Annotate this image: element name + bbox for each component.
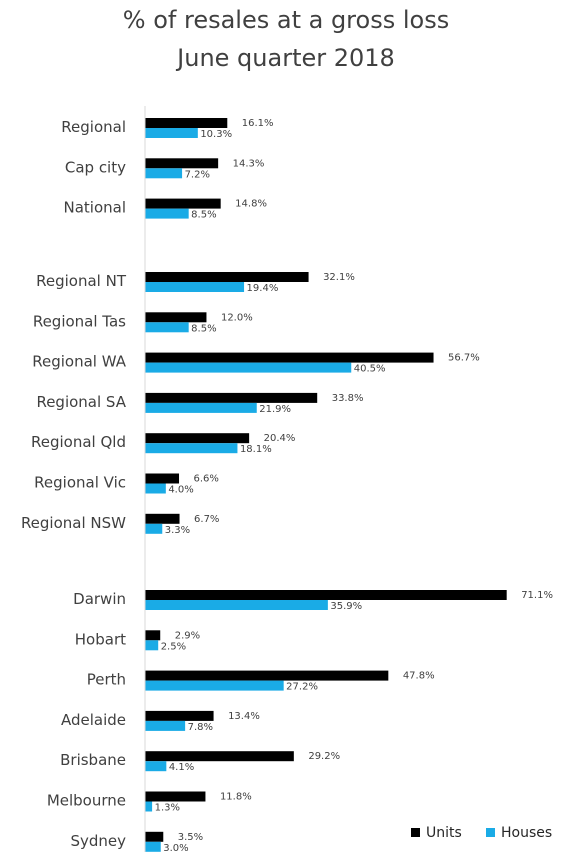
- chart-subtitle: June quarter 2018: [177, 44, 395, 72]
- category-label-national: National: [63, 199, 126, 217]
- legend-label-houses: Houses: [501, 825, 552, 841]
- category-label-regional-nsw: Regional NSW: [21, 514, 126, 532]
- bar-houses-cap-city: [145, 168, 183, 179]
- data-label-units-adelaide: 13.4%: [228, 711, 260, 722]
- bar-units-regional-tas: [145, 312, 207, 323]
- category-label-regional-tas: Regional Tas: [33, 312, 126, 330]
- data-label-units-hobart: 2.9%: [175, 630, 200, 641]
- bar-houses-adelaide: [145, 720, 186, 731]
- bar-units-regional-vic: [145, 473, 180, 484]
- data-label-units-melbourne: 11.8%: [220, 792, 252, 803]
- legend-swatch-houses: [486, 828, 495, 837]
- chart-title: % of resales at a gross loss: [122, 6, 450, 34]
- bar-houses-regional-nsw: [145, 523, 163, 534]
- bar-units-regional-sa: [145, 392, 318, 403]
- data-label-houses-regional-nsw: 3.3%: [165, 525, 190, 536]
- bar-houses-regional-qld: [145, 443, 238, 454]
- data-label-houses-brisbane: 4.1%: [169, 762, 194, 773]
- bar-units-national: [145, 198, 221, 209]
- bar-houses-regional-nt: [145, 282, 245, 292]
- bar-units-regional: [145, 118, 228, 128]
- data-label-units-regional-vic: 6.6%: [194, 474, 219, 485]
- category-label-brisbane: Brisbane: [60, 751, 126, 769]
- bar-houses-perth: [145, 680, 284, 691]
- category-label-perth: Perth: [87, 671, 126, 689]
- data-label-houses-adelaide: 7.8%: [188, 722, 213, 733]
- data-label-houses-regional-sa: 21.9%: [259, 404, 291, 415]
- bar-units-sydney: [145, 831, 164, 842]
- data-label-units-perth: 47.8%: [403, 671, 435, 682]
- data-label-houses-perth: 27.2%: [286, 682, 318, 693]
- data-label-units-regional-wa: 56.7%: [448, 353, 480, 364]
- category-label-cap-city: Cap city: [65, 158, 126, 176]
- bar-houses-regional-tas: [145, 322, 189, 333]
- category-label-regional-qld: Regional Qld: [31, 433, 126, 451]
- bar-units-hobart: [145, 630, 161, 641]
- data-label-houses-melbourne: 1.3%: [155, 803, 180, 814]
- bar-units-adelaide: [145, 710, 214, 721]
- category-label-regional-vic: Regional Vic: [34, 474, 126, 492]
- data-label-houses-hobart: 2.5%: [161, 641, 186, 652]
- bar-houses-darwin: [145, 600, 328, 610]
- data-label-units-cap-city: 14.3%: [233, 158, 265, 169]
- bar-units-regional-nsw: [145, 513, 180, 524]
- bar-houses-sydney: [145, 841, 161, 852]
- data-label-houses-darwin: 35.9%: [330, 601, 362, 612]
- category-label-regional-wa: Regional WA: [32, 353, 126, 371]
- data-label-houses-national: 8.5%: [191, 210, 216, 221]
- data-label-houses-regional-nt: 19.4%: [247, 283, 279, 294]
- data-label-houses-regional: 10.3%: [200, 129, 232, 140]
- category-label-darwin: Darwin: [73, 590, 126, 608]
- bar-units-regional-wa: [145, 352, 434, 363]
- category-label-sydney: Sydney: [70, 832, 126, 850]
- data-label-units-regional-nsw: 6.7%: [194, 514, 219, 525]
- bar-units-darwin: [145, 590, 507, 600]
- bar-units-brisbane: [145, 751, 294, 762]
- bar-houses-melbourne: [145, 801, 153, 812]
- legend-label-units: Units: [426, 825, 462, 841]
- data-label-houses-regional-tas: 8.5%: [191, 323, 216, 334]
- bar-houses-national: [145, 208, 189, 219]
- data-label-units-brisbane: 29.2%: [308, 751, 340, 762]
- bar-houses-regional: [145, 128, 198, 138]
- data-label-houses-cap-city: 7.2%: [185, 169, 210, 180]
- bar-units-cap-city: [145, 158, 219, 169]
- data-label-units-regional-sa: 33.8%: [332, 393, 364, 404]
- legend-swatch-units: [411, 828, 420, 837]
- category-label-regional-nt: Regional NT: [36, 272, 127, 290]
- data-label-houses-sydney: 3.0%: [163, 843, 188, 854]
- data-label-houses-regional-vic: 4.0%: [168, 485, 193, 496]
- data-label-units-regional: 16.1%: [242, 118, 274, 129]
- data-label-units-regional-nt: 32.1%: [323, 272, 355, 283]
- data-label-units-sydney: 3.5%: [178, 832, 203, 843]
- bar-units-regional-nt: [145, 272, 309, 282]
- bar-houses-regional-wa: [145, 362, 352, 373]
- data-label-units-darwin: 71.1%: [521, 590, 553, 601]
- category-label-adelaide: Adelaide: [61, 711, 126, 729]
- category-label-regional: Regional: [61, 118, 126, 136]
- data-label-units-regional-qld: 20.4%: [264, 433, 296, 444]
- bar-units-perth: [145, 670, 389, 681]
- data-label-houses-regional-wa: 40.5%: [354, 364, 386, 375]
- data-label-units-regional-tas: 12.0%: [221, 312, 253, 323]
- bar-houses-regional-vic: [145, 483, 166, 494]
- bar-houses-hobart: [145, 640, 159, 651]
- bar-units-melbourne: [145, 791, 206, 802]
- bar-houses-brisbane: [145, 761, 167, 772]
- category-label-hobart: Hobart: [75, 630, 126, 648]
- category-label-melbourne: Melbourne: [47, 792, 126, 810]
- bar-units-regional-qld: [145, 433, 250, 444]
- bar-houses-regional-sa: [145, 402, 257, 413]
- data-label-houses-regional-qld: 18.1%: [240, 444, 272, 455]
- category-label-regional-sa: Regional SA: [36, 393, 126, 411]
- data-label-units-national: 14.8%: [235, 199, 267, 210]
